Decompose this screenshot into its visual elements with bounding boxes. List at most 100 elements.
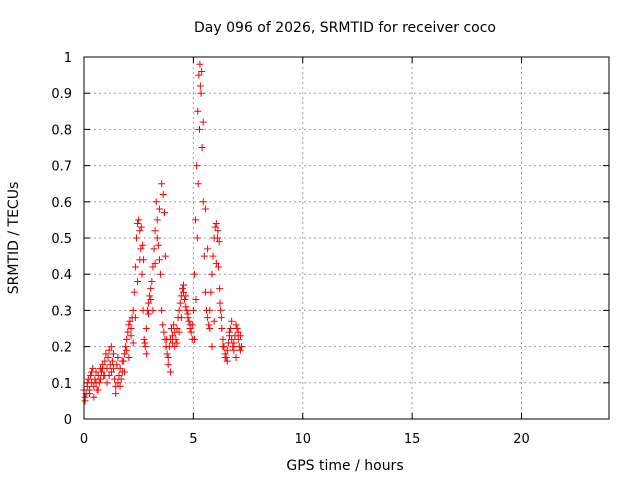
data-point [218,314,225,321]
data-point [145,311,152,318]
x-tick-label: 10 [294,432,311,447]
data-point [204,314,211,321]
data-point [194,235,201,242]
y-tick-label: 0.2 [51,341,72,356]
data-point [84,379,91,386]
y-tick-label: 0.7 [51,160,72,175]
data-point [154,235,161,242]
data-point [141,339,148,346]
y-tick-label: 0 [64,413,72,428]
data-point [146,292,153,299]
data-point [133,235,140,242]
data-point [229,343,236,350]
data-point [132,314,139,321]
data-point [177,300,184,307]
data-point [158,307,165,314]
data-point [153,198,160,205]
data-point [147,285,154,292]
data-point [119,358,126,365]
data-point [156,256,163,263]
data-point [233,354,240,361]
data-point [234,325,241,332]
data-point [149,307,156,314]
data-point [148,278,155,285]
data-point [152,227,159,234]
data-point [82,397,89,404]
data-point [204,245,211,252]
data-point [201,253,208,260]
x-axis-label: GPS time / hours [286,458,403,474]
grid-lines [84,57,609,419]
data-point [193,162,200,169]
data-point [161,209,168,216]
data-point [130,339,137,346]
data-point [164,350,171,357]
data-point [214,235,221,242]
data-point [90,394,97,401]
data-point [228,318,235,325]
data-point [172,336,179,343]
data-point [196,61,203,68]
data-point [163,336,170,343]
data-point [124,329,131,336]
data-point [213,220,220,227]
data-point [206,325,213,332]
data-point [233,321,240,328]
data-point [134,220,141,227]
data-point [160,191,167,198]
data-point [157,271,164,278]
data-point [140,256,147,263]
y-tick-labels: 00.10.20.30.40.50.60.70.80.91 [51,51,72,428]
data-point [226,329,233,336]
data-point [197,82,204,89]
data-point [179,285,186,292]
data-point [200,198,207,205]
data-point [143,325,150,332]
data-point [188,329,195,336]
chart-title: Day 096 of 2026, SRMTID for receiver coc… [194,20,496,36]
data-point [141,336,148,343]
data-point [183,307,190,314]
data-point [86,390,93,397]
x-tick-label: 15 [404,432,421,447]
y-tick-label: 0.6 [51,196,72,211]
data-points [81,61,246,405]
data-point [112,390,119,397]
data-point [217,300,224,307]
y-tick-label: 0.1 [51,377,72,392]
x-tick-labels: 0 5 10 15 20 [80,432,530,447]
data-point [155,242,162,249]
data-point [134,278,141,285]
data-point [125,354,132,361]
data-point [162,253,169,260]
data-point [137,245,144,252]
data-point [110,350,117,357]
data-point [208,343,215,350]
data-point [182,303,189,310]
data-point [180,282,187,289]
y-axis-label: SRMTID / TECUs [6,182,22,295]
data-point [200,119,207,126]
data-point [131,289,138,296]
data-point [114,354,121,361]
data-point [199,144,206,151]
y-tick-label: 0.9 [51,87,72,102]
data-point [211,318,218,325]
y-tick-label: 0.3 [51,304,72,319]
data-point [135,216,142,223]
data-point [139,242,146,249]
data-point [237,347,244,354]
data-point [216,285,223,292]
data-point [190,307,197,314]
data-point [178,314,185,321]
data-point [230,347,237,354]
srmtid-scatter-chart: Day 096 of 2026, SRMTID for receiver coc… [0,0,640,480]
data-point [156,206,163,213]
data-point [196,126,203,133]
y-tick-label: 0.4 [51,268,72,283]
data-point [167,368,174,375]
data-point [227,325,234,332]
data-point [165,361,172,368]
data-point [219,343,226,350]
data-point [165,354,172,361]
